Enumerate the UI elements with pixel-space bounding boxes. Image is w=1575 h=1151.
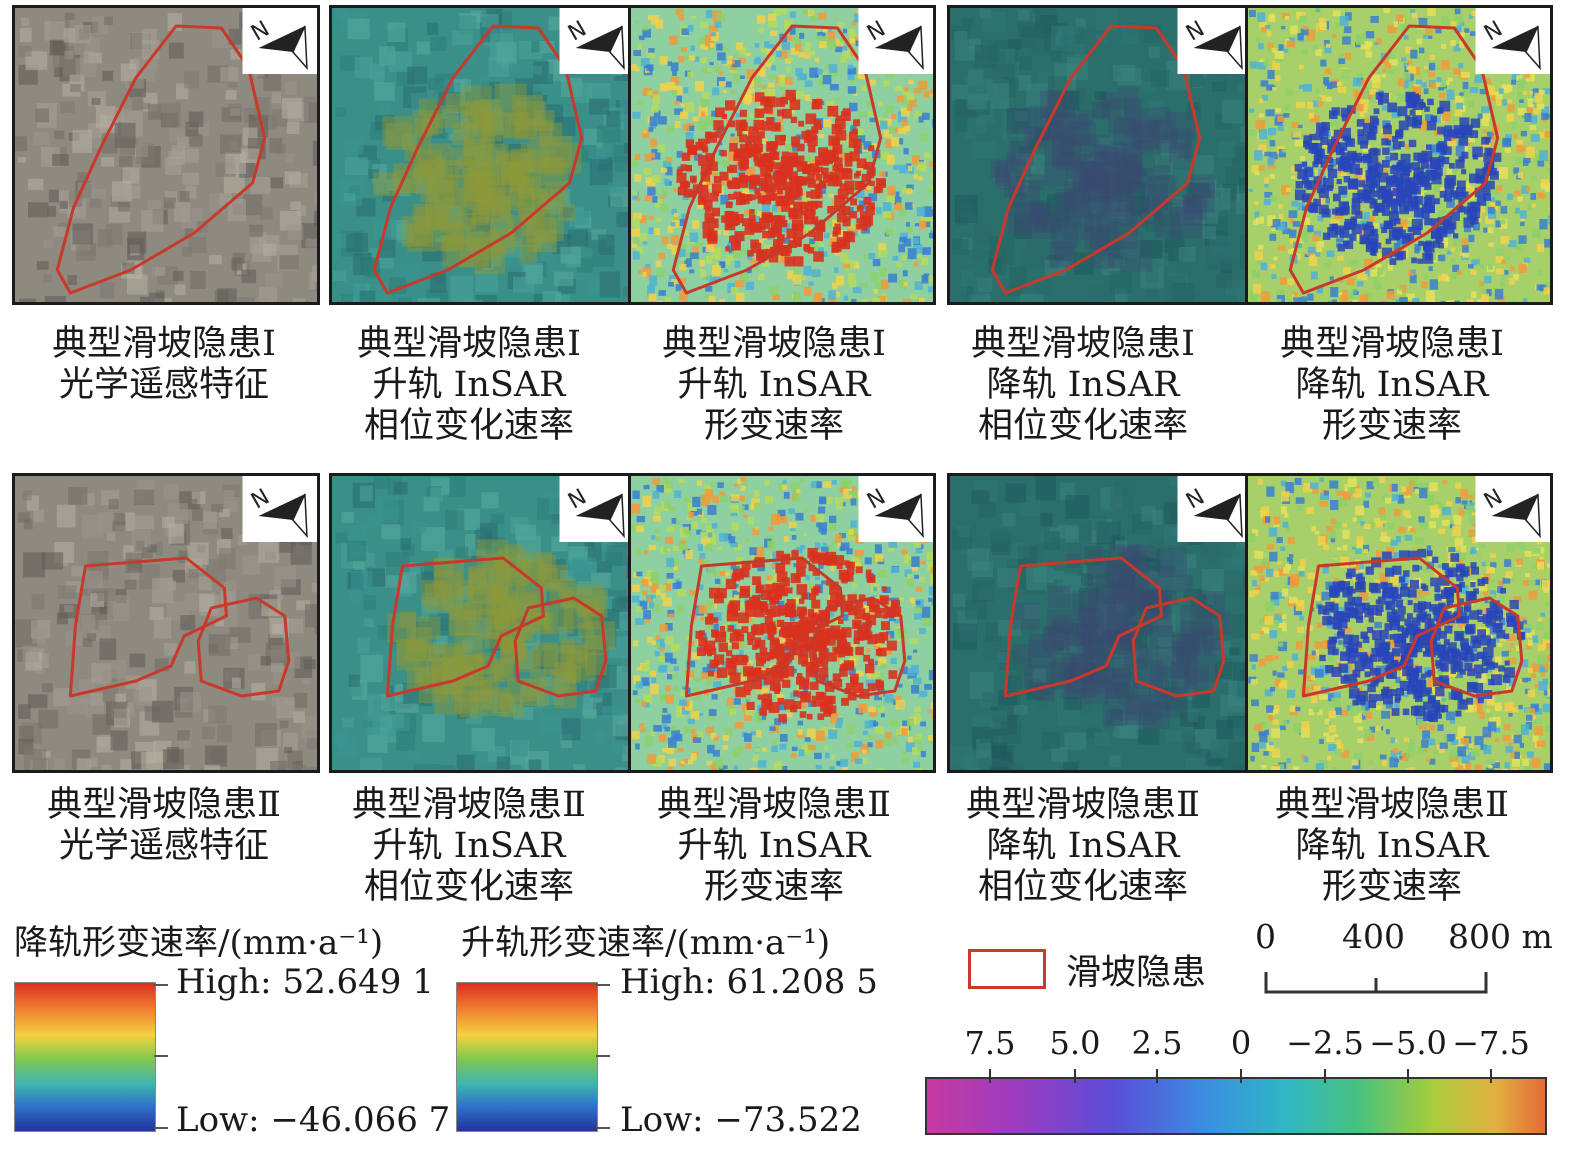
boundary-legend-swatch: [968, 949, 1046, 989]
north-arrow-icon: N: [242, 8, 317, 74]
north-arrow-icon: N: [1475, 476, 1550, 542]
ramp-tick: [154, 1127, 168, 1129]
map-image: N: [332, 8, 634, 302]
map-panel-5: N: [1245, 5, 1553, 305]
desc-high-label: High: 52.649 1: [176, 962, 434, 1002]
map-image: N: [631, 476, 933, 770]
map-panel-10: N: [1245, 473, 1553, 773]
map-image: N: [631, 8, 933, 302]
asc-legend-title: 升轨形变速率/(mm·a⁻¹): [461, 923, 831, 963]
phase-tick-label: −7.5: [1452, 1024, 1530, 1062]
map-panel-7: N: [329, 473, 637, 773]
panel-caption: 典型滑坡隐患Ⅱ 光学遥感特征: [47, 785, 281, 866]
north-arrow-icon: N: [559, 476, 634, 542]
asc-high-label: High: 61.208 5: [620, 962, 878, 1002]
panel-caption: 典型滑坡隐患Ⅱ 降轨 InSAR 相位变化速率: [966, 785, 1200, 907]
phase-tick-label: −2.5: [1286, 1024, 1364, 1062]
desc-low-label: Low: −46.066 7: [176, 1100, 451, 1140]
map-panel-4: N: [947, 5, 1255, 305]
map-image: N: [332, 476, 634, 770]
north-arrow-icon: N: [858, 476, 933, 542]
phase-tick-label: 7.5: [964, 1024, 1016, 1062]
phase-tick-label: 0: [1230, 1024, 1252, 1062]
panel-caption: 典型滑坡隐患Ⅰ 降轨 InSAR 相位变化速率: [971, 324, 1195, 446]
ramp-tick: [596, 1127, 610, 1129]
ramp-tick: [596, 984, 610, 986]
phase-tick-label: −5.0: [1369, 1024, 1447, 1062]
map-image: N: [1248, 8, 1550, 302]
desc-color-ramp: [14, 982, 156, 1132]
panel-caption: 典型滑坡隐患Ⅱ 升轨 InSAR 形变速率: [657, 785, 891, 907]
panel-caption: 典型滑坡隐患Ⅱ 降轨 InSAR 形变速率: [1275, 785, 1509, 907]
map-panel-8: N: [628, 473, 936, 773]
map-image: N: [950, 476, 1252, 770]
north-arrow-icon: N: [858, 8, 933, 74]
phase-tick-label: 5.0: [1049, 1024, 1101, 1062]
north-arrow-icon: N: [1177, 8, 1252, 74]
ramp-tick: [596, 1055, 610, 1057]
scale-bar: [1264, 972, 1488, 994]
map-image: N: [15, 476, 317, 770]
phase-colorbar-ticks: [989, 1069, 1492, 1083]
map-image: N: [950, 8, 1252, 302]
map-panel-9: N: [947, 473, 1255, 773]
scale-label-400: 400: [1342, 917, 1405, 956]
panel-caption: 典型滑坡隐患Ⅰ 降轨 InSAR 形变速率: [1280, 324, 1504, 446]
panel-caption: 典型滑坡隐患Ⅱ 升轨 InSAR 相位变化速率: [352, 785, 586, 907]
map-image: N: [1248, 476, 1550, 770]
map-panel-1: N: [12, 5, 320, 305]
map-panel-6: N: [12, 473, 320, 773]
ramp-tick: [154, 984, 168, 986]
panel-caption: 典型滑坡隐患Ⅰ 升轨 InSAR 相位变化速率: [357, 324, 581, 446]
boundary-legend-label: 滑坡隐患: [1066, 953, 1207, 993]
map-panel-3: N: [628, 5, 936, 305]
phase-tick-label: 2.5: [1131, 1024, 1183, 1062]
map-image: N: [15, 8, 317, 302]
ramp-tick: [154, 1055, 168, 1057]
map-panel-2: N: [329, 5, 637, 305]
north-arrow-icon: N: [1475, 8, 1550, 74]
panel-caption: 典型滑坡隐患Ⅰ 光学遥感特征: [52, 324, 276, 405]
panel-caption: 典型滑坡隐患Ⅰ 升轨 InSAR 形变速率: [662, 324, 886, 446]
phase-colorbar: [925, 1077, 1547, 1135]
scale-label-0: 0: [1255, 917, 1276, 956]
scale-label-800: 800 m: [1448, 917, 1553, 956]
desc-legend-title: 降轨形变速率/(mm·a⁻¹): [14, 923, 384, 963]
north-arrow-icon: N: [242, 476, 317, 542]
north-arrow-icon: N: [1177, 476, 1252, 542]
asc-low-label: Low: −73.522: [620, 1100, 862, 1140]
asc-color-ramp: [456, 982, 598, 1132]
north-arrow-icon: N: [559, 8, 634, 74]
